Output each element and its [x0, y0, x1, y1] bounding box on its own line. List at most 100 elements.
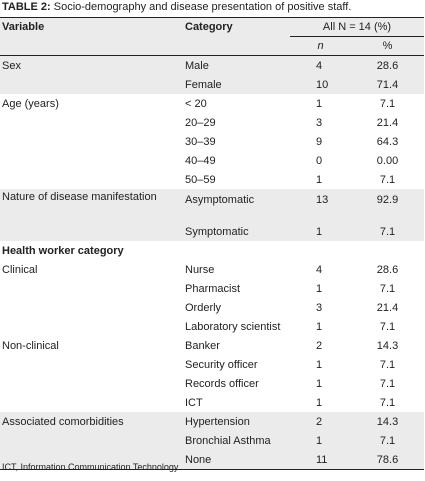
cell-variable: Clinical	[2, 263, 38, 276]
subheader-blank	[183, 36, 290, 56]
cell-variable	[0, 374, 183, 393]
table-footnote: ICT, Information Communication Technolog…	[2, 462, 181, 472]
cell-n: 2	[290, 412, 351, 431]
cell-pct: 28.6	[376, 263, 399, 276]
cell-pct: 7.1	[379, 377, 396, 390]
cell-pct: 64.3	[376, 135, 399, 148]
table-caption-text: Socio-demography and disease presentatio…	[50, 1, 352, 13]
cell-category: < 20	[185, 97, 207, 110]
cell-pct: 7.1	[379, 320, 396, 333]
table-row: Health worker category	[0, 241, 424, 260]
cell-category: Records officer	[185, 377, 259, 390]
cell-n: 11	[290, 450, 351, 470]
cell-n: 3	[316, 301, 323, 314]
cell-n: 3	[316, 116, 323, 129]
cell-pct: 28.6	[351, 55, 425, 75]
table-row: Nature of disease manifestation Asymptom…	[0, 189, 425, 222]
table-row: Orderly 3 21.4	[0, 298, 424, 317]
cell-variable: Associated comorbidities	[0, 412, 183, 431]
cell-category: Asymptomatic	[183, 189, 290, 222]
cell-n: 13	[290, 189, 351, 222]
cell-n: 1	[290, 222, 351, 241]
cell-variable: Non-clinical	[2, 339, 59, 352]
table-row: Records officer 1 7.1	[0, 374, 424, 393]
cell-pct	[351, 241, 424, 260]
table-row: Female 10 71.4	[0, 75, 425, 94]
cell-pct: 7.1	[351, 222, 425, 241]
header-variable: Variable	[0, 17, 183, 37]
table-row: Symptomatic 1 7.1	[0, 222, 425, 241]
table-row: 50–59 1 7.1	[0, 170, 424, 189]
cell-n: 1	[316, 377, 323, 390]
subheader-row: n %	[0, 36, 425, 56]
cell-pct: 7.1	[379, 282, 396, 295]
cell-category: ICT	[185, 396, 203, 409]
cell-n: 1	[290, 431, 351, 450]
table-row: Associated comorbidities Hypertension 2 …	[0, 412, 425, 431]
table-caption: TABLE 2: Socio-demography and disease pr…	[2, 1, 351, 13]
cell-variable	[0, 317, 183, 336]
cell-n: 0	[316, 154, 323, 167]
cell-variable	[0, 75, 183, 94]
cell-n: 4	[290, 55, 351, 75]
cell-variable	[0, 132, 183, 151]
cell-variable	[0, 355, 183, 374]
cell-variable	[0, 279, 183, 298]
cell-pct: 7.1	[379, 396, 396, 409]
cell-variable	[0, 170, 183, 189]
cell-category: Pharmacist	[185, 282, 241, 295]
table-row: 40–49 0 0.00	[0, 151, 424, 170]
table-row: Security officer 1 7.1	[0, 355, 424, 374]
cell-variable	[0, 113, 183, 132]
table-row: 20–29 3 21.4	[0, 113, 424, 132]
header-row: Variable Category All N = 14 (%)	[0, 17, 425, 37]
cell-variable: Age (years)	[2, 97, 59, 110]
cell-category: Bronchial Asthma	[183, 431, 290, 450]
header-pct: %	[351, 36, 425, 56]
cell-variable: Nature of disease manifestation	[0, 189, 183, 222]
cell-n: 1	[316, 282, 323, 295]
cell-pct: 7.1	[379, 173, 396, 186]
cell-n: 1	[316, 396, 323, 409]
cell-pct: 78.6	[351, 450, 425, 470]
cell-category: Nurse	[185, 263, 215, 276]
table-row: Pharmacist 1 7.1	[0, 279, 424, 298]
cell-pct: 7.1	[379, 97, 396, 110]
cell-category: Banker	[185, 339, 220, 352]
cell-category: Hypertension	[183, 412, 290, 431]
cell-n: 1	[316, 358, 323, 371]
cell-pct: 92.9	[351, 189, 425, 222]
cell-pct: 0.00	[376, 154, 399, 167]
cell-pct: 14.3	[376, 339, 399, 352]
cell-variable	[0, 450, 183, 470]
cell-n: 1	[316, 320, 323, 333]
table-row: 30–39 9 64.3	[0, 132, 424, 151]
table-row: Sex Male 4 28.6	[0, 55, 425, 75]
cell-pct: 71.4	[351, 75, 425, 94]
data-table: Variable Category All N = 14 (%) n % Sex…	[0, 17, 425, 470]
cell-category: 50–59	[185, 173, 216, 186]
cell-category: Male	[183, 55, 290, 75]
cell-category: None	[183, 450, 290, 470]
cell-n: 1	[316, 173, 323, 186]
cell-n	[290, 241, 351, 260]
cell-n: 4	[316, 263, 323, 276]
cell-pct: 14.3	[351, 412, 425, 431]
cell-variable: Health worker category	[2, 244, 124, 257]
cell-category: Orderly	[185, 301, 222, 314]
cell-variable	[0, 431, 183, 450]
cell-n: 10	[290, 75, 351, 94]
cell-category: Security officer	[185, 358, 258, 371]
cell-n: 9	[316, 135, 323, 148]
cell-variable	[0, 298, 183, 317]
cell-category: Female	[183, 75, 290, 94]
cell-n: 1	[316, 97, 323, 110]
table-row: Clinical Nurse 4 28.6	[0, 260, 424, 279]
cell-pct: 21.4	[376, 301, 399, 314]
cell-pct: 7.1	[351, 431, 425, 450]
cell-category: 30–39	[185, 135, 216, 148]
subheader-blank	[0, 36, 183, 56]
table-row: None 11 78.6	[0, 450, 425, 470]
cell-category: Symptomatic	[183, 222, 290, 241]
cell-variable	[0, 393, 183, 412]
